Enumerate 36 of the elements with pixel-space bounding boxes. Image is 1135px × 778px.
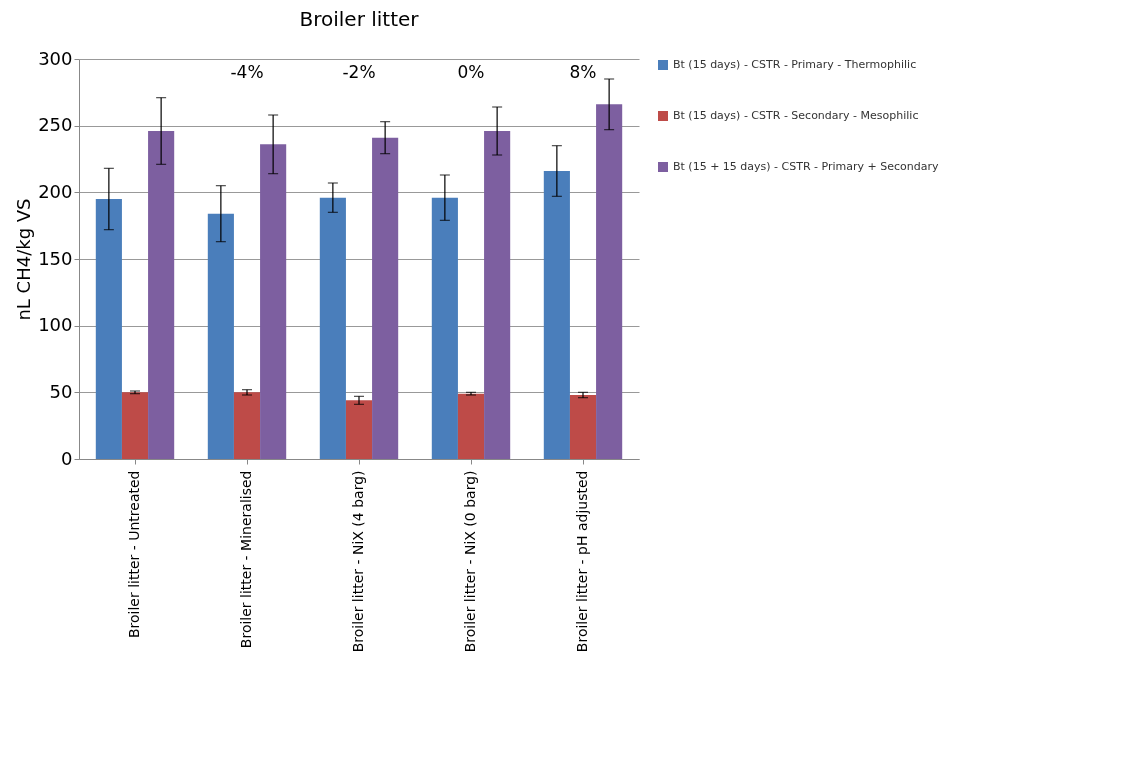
x-tick-label: Broiler litter - pH adjusted <box>574 470 590 653</box>
bar <box>260 144 287 459</box>
bar <box>484 131 511 459</box>
annotation: -4% <box>230 62 264 82</box>
x-tick-label: Broiler litter - NiX (4 barg) <box>350 470 366 653</box>
bar <box>95 199 122 459</box>
x-tick-label: Broiler litter - NiX (0 barg) <box>462 470 478 653</box>
x-tick-label: Broiler litter - Untreated <box>126 470 142 639</box>
bar <box>457 393 485 459</box>
bar <box>233 392 261 459</box>
legend-label: Bt (15 days) - CSTR - Primary - Thermophilic <box>673 58 917 71</box>
y-tick-label: 200 <box>38 180 73 202</box>
x-tick-label: Broiler litter - Mineralised <box>238 470 254 649</box>
y-tick-label: 100 <box>38 314 73 336</box>
annotation: 0% <box>457 62 485 82</box>
y-axis-title: nL CH4/kg VS <box>13 198 35 321</box>
y-tick-label: 300 <box>38 47 73 69</box>
annotation: -2% <box>342 62 376 82</box>
bar <box>596 104 623 459</box>
legend-label: Bt (15 + 15 days) - CSTR - Primary + Secondary <box>673 160 940 173</box>
bar <box>569 395 597 459</box>
bar <box>207 213 234 459</box>
bar <box>148 131 175 459</box>
bar <box>431 197 458 459</box>
legend-label: Bt (15 days) - CSTR - Secondary - Mesophilic <box>673 109 919 122</box>
chart-title: Broiler litter <box>299 7 420 31</box>
bar <box>319 197 346 459</box>
bar <box>121 392 149 459</box>
bar <box>543 171 570 459</box>
y-tick-label: 50 <box>49 380 73 402</box>
y-tick-label: 0 <box>61 447 73 469</box>
bar <box>345 400 373 459</box>
y-tick-label: 250 <box>38 114 73 136</box>
annotation: 8% <box>569 62 597 82</box>
y-tick-label: 150 <box>38 247 73 269</box>
bar <box>372 137 399 459</box>
